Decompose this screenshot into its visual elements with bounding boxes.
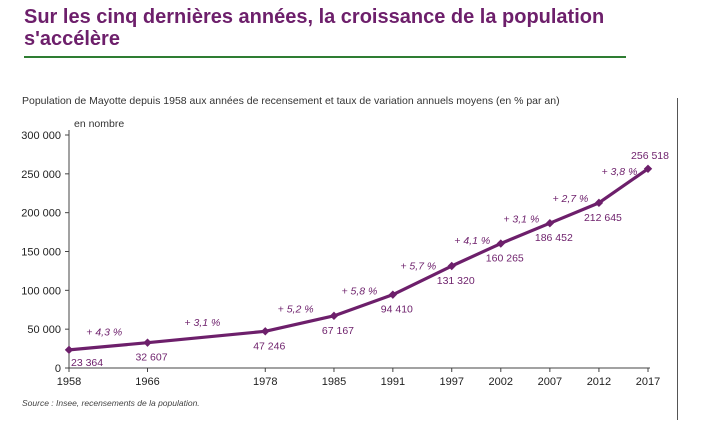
x-axis-ticks: 1958 1966 1978 1985 1991 1997 2002 2007 2012 2017 xyxy=(57,368,660,388)
y-tick-label: 0 xyxy=(55,363,61,375)
growth-rate-label: + 4,3 % xyxy=(86,326,122,338)
y-axis-label: en nombre xyxy=(74,118,124,130)
x-tick-label: 1958 xyxy=(57,376,81,388)
value-label: 186 452 xyxy=(535,232,573,244)
series-population xyxy=(64,164,653,355)
data-point xyxy=(329,311,339,321)
value-label: 212 645 xyxy=(584,212,622,224)
value-label: 47 246 xyxy=(253,340,285,352)
data-point xyxy=(545,218,555,228)
x-tick-label: 1985 xyxy=(322,376,346,388)
value-label: 160 265 xyxy=(486,253,524,265)
chart-axes xyxy=(68,130,650,369)
y-axis-ticks: 0 50 000 100 000 150 000 200 000 250 000 300 0… xyxy=(21,130,69,375)
x-tick-label: 1966 xyxy=(135,376,159,388)
growth-rate-labels: + 4,3 % + 3,1 % + 5,2 % + 5,8 % + 5,7 % + 4,1… xyxy=(86,166,637,338)
chart-canvas: Population de Mayotte depuis 1958 aux an… xyxy=(21,95,669,408)
value-label: 67 167 xyxy=(322,325,354,337)
data-point xyxy=(594,198,604,208)
x-tick-label: 1997 xyxy=(439,376,463,388)
growth-rate-label: + 2,7 % xyxy=(552,193,588,205)
value-label: 131 320 xyxy=(437,275,475,287)
page-headline: Sur les cinq dernières années, la croiss… xyxy=(24,6,605,50)
growth-rate-label: + 5,7 % xyxy=(400,260,436,272)
y-tick-label: 100 000 xyxy=(21,285,61,297)
headline-divider xyxy=(24,56,626,58)
growth-rate-label: + 4,1 % xyxy=(454,235,490,247)
value-label: 23 364 xyxy=(71,357,103,369)
data-point xyxy=(643,164,653,173)
data-point xyxy=(496,239,505,248)
x-tick-label: 2007 xyxy=(538,376,562,388)
chart-source-note: Source : Insee, recensements de la popul… xyxy=(22,398,200,408)
growth-rate-label: + 3,1 % xyxy=(503,213,539,225)
y-tick-label: 250 000 xyxy=(21,169,61,181)
data-point xyxy=(261,327,270,336)
value-labels: 23 364 32 607 47 246 67 167 94 410 131 320 160… xyxy=(71,150,669,369)
growth-rate-label: + 5,2 % xyxy=(278,304,314,316)
data-point xyxy=(447,261,456,271)
y-tick-label: 150 000 xyxy=(21,247,61,259)
x-tick-label: 2017 xyxy=(636,376,660,388)
x-tick-label: 2002 xyxy=(489,376,513,388)
growth-rate-label: + 3,8 % xyxy=(602,166,638,178)
series-line xyxy=(67,167,650,352)
growth-rate-label: + 5,8 % xyxy=(341,285,377,297)
y-tick-label: 300 000 xyxy=(21,130,61,142)
value-label: 32 607 xyxy=(135,352,167,364)
value-label: 94 410 xyxy=(381,304,413,316)
data-point xyxy=(143,338,152,347)
chart-title: Population de Mayotte depuis 1958 aux an… xyxy=(22,95,560,107)
x-tick-label: 2012 xyxy=(587,376,611,388)
x-tick-label: 1991 xyxy=(381,376,405,388)
x-tick-label: 1978 xyxy=(253,376,277,388)
y-tick-label: 200 000 xyxy=(21,208,61,220)
value-label: 256 518 xyxy=(631,150,669,162)
population-chart: Population de Mayotte depuis 1958 aux an… xyxy=(0,88,712,440)
y-tick-label: 50 000 xyxy=(27,324,61,336)
data-point xyxy=(64,345,74,355)
chart-frame-right xyxy=(677,98,678,420)
growth-rate-label: + 3,1 % xyxy=(184,317,220,329)
